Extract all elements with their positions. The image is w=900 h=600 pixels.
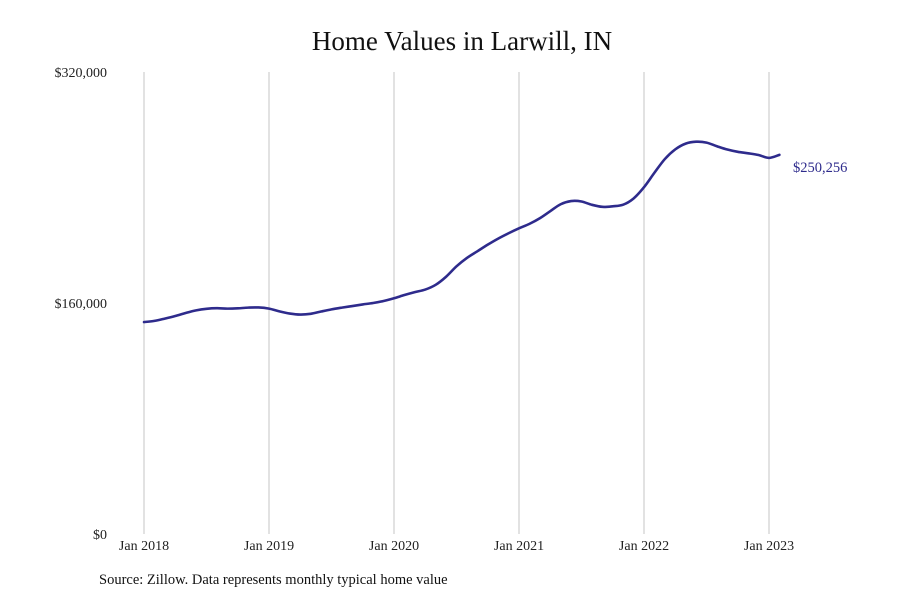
y-tick-label: $320,000	[55, 66, 108, 81]
x-tick-label: Jan 2018	[119, 539, 169, 554]
series-line	[142, 140, 781, 324]
x-tick-label: Jan 2021	[494, 539, 544, 554]
x-tick-label: Jan 2022	[619, 539, 669, 554]
y-tick-label: $160,000	[55, 297, 108, 312]
x-axis-ticks: Jan 2018 Jan 2019 Jan 2020 Jan 2021 Jan 2022…	[119, 539, 794, 554]
gridlines	[143, 72, 770, 534]
chart-source: Source: Zillow. Data represents monthly …	[99, 572, 448, 588]
chart-title: Home Values in Larwill, IN	[311, 26, 613, 56]
x-tick-label: Jan 2023	[744, 539, 794, 554]
y-tick-label: $0	[93, 528, 107, 543]
x-tick-label: Jan 2020	[369, 539, 419, 554]
y-axis-ticks: $0 $160,000 $320,000	[55, 66, 108, 543]
end-value-label: $250,256	[793, 160, 847, 176]
x-tick-label: Jan 2019	[244, 539, 294, 554]
